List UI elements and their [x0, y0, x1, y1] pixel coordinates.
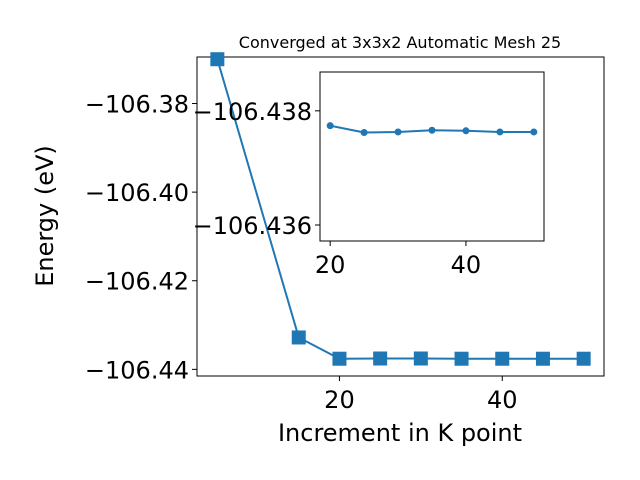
main-plot-frame	[196, 56, 605, 377]
y-tick-label: −106.436	[193, 212, 312, 240]
data-point	[576, 351, 591, 366]
data-point	[535, 351, 550, 366]
y-tick-label: −106.42	[85, 268, 189, 296]
data-point	[454, 351, 469, 366]
y-tick-label: −106.40	[85, 179, 189, 207]
x-axis-label: Increment in K point	[278, 419, 522, 447]
data-point	[373, 351, 388, 366]
data-point	[394, 128, 402, 136]
inset-x-axis: 20 40	[315, 241, 481, 279]
data-point	[495, 351, 510, 366]
y-tick-label: −106.44	[85, 356, 189, 384]
data-point	[291, 330, 306, 345]
data-point	[332, 351, 347, 366]
inset-plot-frame	[319, 71, 545, 242]
main-series	[210, 52, 591, 366]
x-tick-label: 40	[487, 386, 518, 414]
main-y-axis: −106.38 −106.40 −106.42 −106.44	[85, 91, 197, 384]
x-tick-label: 40	[451, 251, 482, 279]
x-tick-label: 20	[315, 251, 346, 279]
data-point	[360, 129, 368, 137]
x-tick-label: 20	[324, 386, 355, 414]
inset-series	[326, 122, 538, 137]
inset-y-axis: −106.438 −106.436	[193, 98, 320, 240]
data-point	[530, 128, 538, 136]
data-point	[210, 52, 225, 67]
chart-title: Converged at 3x3x2 Automatic Mesh 25	[239, 33, 561, 52]
data-point	[496, 128, 504, 136]
data-point	[326, 122, 334, 130]
data-point	[413, 351, 428, 366]
y-tick-label: −106.438	[193, 98, 312, 126]
data-point	[428, 126, 436, 134]
inset-chart: 20 40 −106.438−106.436	[193, 71, 545, 279]
y-axis-label: Energy (eV)	[31, 145, 59, 287]
y-tick-label: −106.38	[85, 91, 189, 119]
main-x-axis: 20 40	[324, 376, 518, 414]
data-point	[462, 127, 470, 135]
